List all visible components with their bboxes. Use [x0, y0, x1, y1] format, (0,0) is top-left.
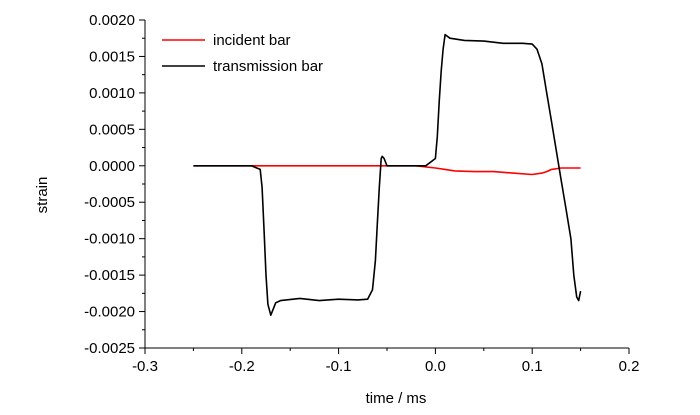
x-tick-label: -0.3: [132, 358, 158, 375]
x-tick-label: -0.1: [326, 358, 352, 375]
y-tick-label: -0.0005: [84, 194, 135, 211]
y-tick-label: 0.0020: [89, 12, 135, 29]
x-axis-title: time / ms: [366, 390, 427, 407]
y-tick-label: 0.0000: [89, 158, 135, 175]
y-tick-label: -0.0025: [84, 340, 135, 357]
x-tick-label: -0.2: [229, 358, 255, 375]
y-tick-label: -0.0015: [84, 267, 135, 284]
x-tick-label: 0.1: [522, 358, 543, 375]
x-tick-label: 0.2: [619, 358, 640, 375]
legend-label-incident-bar: incident bar: [213, 32, 291, 49]
y-tick-label: -0.0020: [84, 304, 135, 321]
legend-label-transmission-bar: transmission bar: [213, 58, 323, 75]
ticks: 0.0020 0.0015 0.0010 0.0005 0.0000 -0.0005 -0.…: [84, 12, 639, 375]
x-tick-label: 0.0: [425, 358, 446, 375]
y-tick-label: -0.0010: [84, 231, 135, 248]
y-tick-label: 0.0010: [89, 85, 135, 102]
series-line-incident-bar: [193, 165, 581, 176]
y-tick-label: 0.0015: [89, 48, 135, 65]
legend: incident bar transmission bar: [162, 32, 323, 75]
series: [193, 33, 582, 317]
series-line-transmission-bar: [193, 33, 582, 317]
y-tick-label: 0.0005: [89, 121, 135, 138]
y-axis-title: strain: [34, 177, 51, 214]
